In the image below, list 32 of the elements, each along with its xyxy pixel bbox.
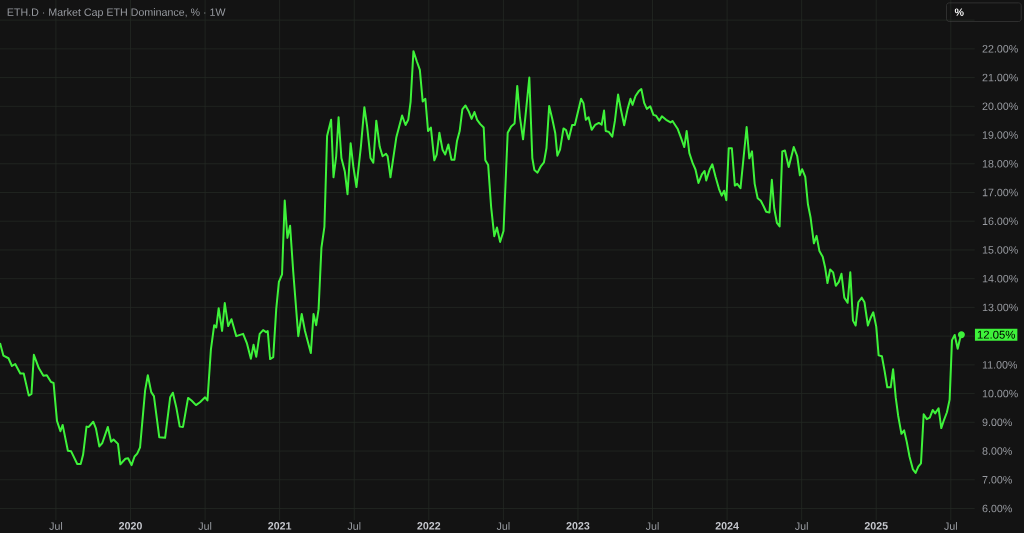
y-tick-label: 14.00% — [982, 274, 1018, 283]
x-tick-label: Jul — [49, 522, 63, 530]
y-tick-label: 15.00% — [982, 246, 1018, 254]
y-tick-label: 17.00% — [982, 188, 1018, 197]
x-tick-label: Jul — [795, 522, 808, 530]
x-tick-label: Jul — [198, 522, 212, 530]
x-tick-label: 2024 — [715, 522, 739, 530]
y-tick-label: 22.00% — [982, 45, 1018, 53]
x-tick-label: 2023 — [566, 522, 590, 530]
y-tick-label: 10.00% — [982, 389, 1018, 398]
x-tick-label: 2020 — [119, 522, 142, 530]
annotation: % — [954, 8, 964, 16]
x-tick-label: 2025 — [864, 522, 888, 530]
x-tick-label: Jul — [944, 522, 957, 530]
x-tick-label: 2022 — [417, 522, 441, 530]
y-tick-label: 6.00% — [982, 504, 1012, 513]
y-tick-label: 18.00% — [982, 159, 1018, 168]
y-tick-label: 13.00% — [982, 303, 1018, 312]
y-tick-label: 9.00% — [982, 418, 1012, 427]
y-tick-label: 21.00% — [982, 73, 1018, 82]
x-tick-label: Jul — [347, 522, 361, 530]
y-tick-label: 8.00% — [982, 447, 1012, 455]
y-tick-label: 19.00% — [982, 131, 1018, 139]
text: ETH.D · Market Cap ETH Dominance, % · 1W — [7, 8, 226, 19]
x-tick-label: Jul — [496, 522, 510, 530]
annotation: 12.05% — [977, 330, 1015, 339]
y-tick-label: 7.00% — [982, 476, 1012, 484]
x-tick-label: 2021 — [268, 522, 292, 530]
y-tick-label: 16.00% — [982, 217, 1018, 225]
y-tick-label: 20.00% — [982, 102, 1018, 111]
y-tick-label: 11.00% — [982, 361, 1018, 369]
x-tick-label: Jul — [645, 522, 659, 530]
